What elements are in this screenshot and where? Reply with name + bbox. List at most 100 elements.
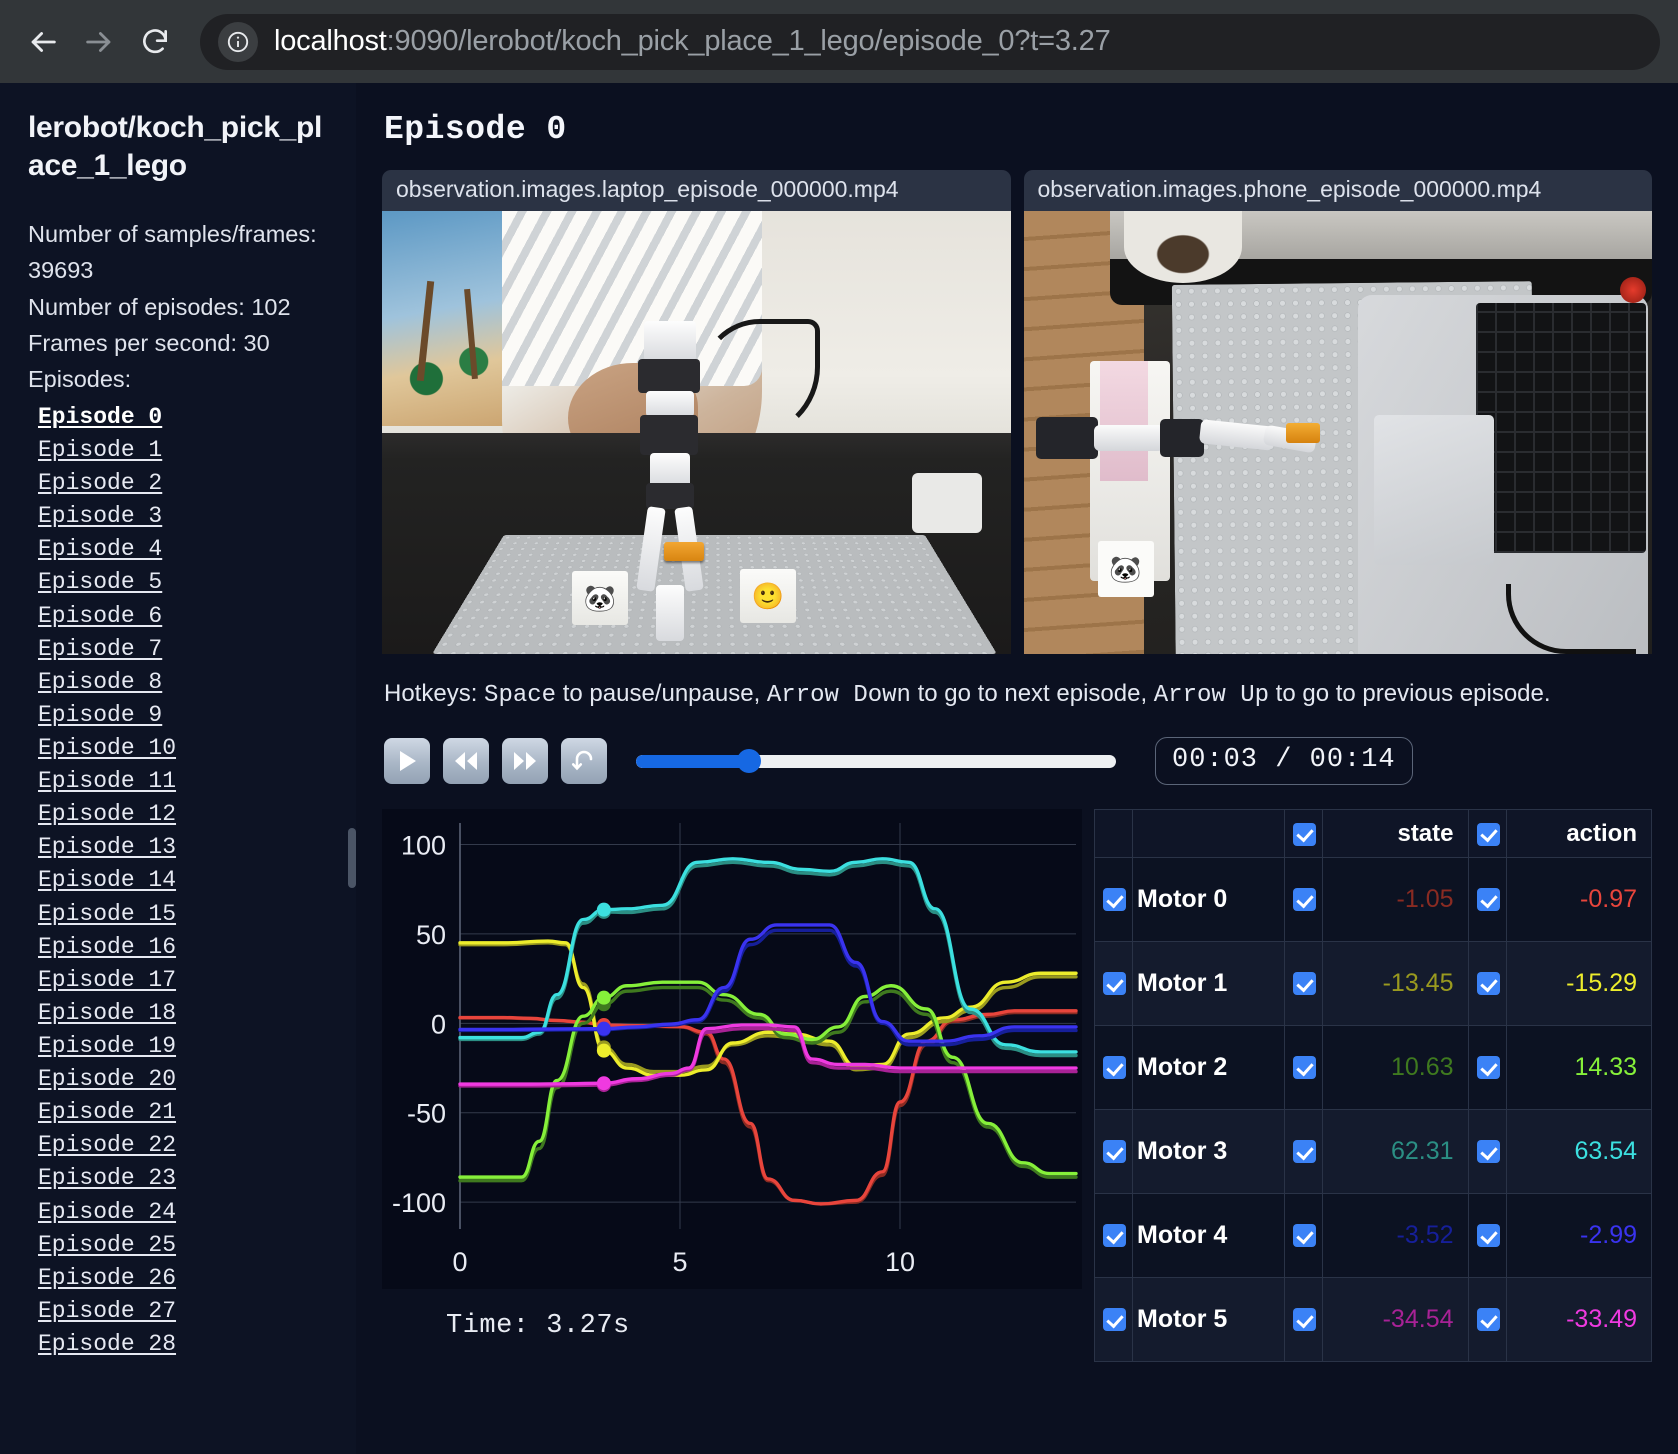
action-value: 14.33 xyxy=(1505,1025,1652,1110)
list-item: Episode 23 xyxy=(38,1162,328,1195)
motor-0-state-checkbox[interactable] xyxy=(1293,888,1316,911)
list-item: Episode 26 xyxy=(38,1262,328,1295)
sidebar-item-episode-9[interactable]: Episode 9 xyxy=(38,701,163,728)
scene-lego-baseplate xyxy=(432,534,997,654)
timeseries-chart[interactable]: -100 -50 0 50 100 0 5 10 Time: 3.27s xyxy=(382,809,1082,1349)
hotkey-down-text: to go to next episode, xyxy=(917,680,1148,707)
sidebar-item-episode-20[interactable]: Episode 20 xyxy=(38,1066,177,1093)
motor-values-table: state action Motor 0 -1.05 -0.97 Motor 1 -13… xyxy=(1094,809,1652,1362)
motor-5-checkbox[interactable] xyxy=(1103,1308,1126,1331)
page-body: lerobot/koch_pick_place_1_lego Number of… xyxy=(0,83,1678,1454)
sidebar-item-episode-11[interactable]: Episode 11 xyxy=(38,768,177,795)
motor-3-action-checkbox[interactable] xyxy=(1476,1140,1500,1163)
sidebar-item-episode-15[interactable]: Episode 15 xyxy=(38,900,177,927)
sidebar-item-episode-4[interactable]: Episode 4 xyxy=(38,536,163,563)
list-item: Episode 6 xyxy=(38,600,328,633)
motor-5-state-checkbox[interactable] xyxy=(1293,1308,1316,1331)
scene-device xyxy=(912,473,982,533)
sidebar-item-episode-22[interactable]: Episode 22 xyxy=(38,1132,177,1159)
seek-thumb[interactable] xyxy=(736,749,761,773)
loop-button[interactable] xyxy=(561,738,607,784)
chart-line xyxy=(458,923,1078,1043)
forward-button[interactable] xyxy=(74,17,124,67)
video-player-laptop[interactable]: 🐼 🙂 xyxy=(382,211,1011,654)
chart-svg: -100 -50 0 50 100 0 5 10 xyxy=(382,809,1082,1289)
seek-slider[interactable] xyxy=(636,749,1116,773)
video-label-phone: observation.images.phone_episode_000000.… xyxy=(1023,170,1652,211)
video-player-phone[interactable]: 🐼 xyxy=(1023,211,1652,654)
motor-3-checkbox[interactable] xyxy=(1103,1140,1126,1163)
chart-cursor-marker xyxy=(596,902,611,917)
motor-1-action-checkbox[interactable] xyxy=(1476,972,1500,995)
fast-forward-button[interactable] xyxy=(502,738,548,784)
sidebar-item-episode-1[interactable]: Episode 1 xyxy=(38,437,163,463)
sidebar-item-episode-21[interactable]: Episode 21 xyxy=(38,1099,177,1126)
sidebar-item-episode-13[interactable]: Episode 13 xyxy=(38,834,177,861)
scene-lego-brick-top xyxy=(1285,423,1320,443)
rewind-button[interactable] xyxy=(443,738,489,784)
sidebar-item-episode-8[interactable]: Episode 8 xyxy=(38,668,163,695)
sidebar-item-episode-17[interactable]: Episode 17 xyxy=(38,966,177,993)
motor-2-action-checkbox[interactable] xyxy=(1476,1056,1500,1079)
table-row: Motor 3 62.31 63.54 xyxy=(1094,1109,1652,1194)
sidebar-item-episode-18[interactable]: Episode 18 xyxy=(38,999,177,1026)
action-column-checkbox[interactable] xyxy=(1476,822,1500,846)
svg-text:10: 10 xyxy=(885,1247,915,1277)
motor-0-checkbox[interactable] xyxy=(1103,888,1126,911)
sidebar-item-episode-27[interactable]: Episode 27 xyxy=(38,1297,177,1324)
sidebar-item-episode-25[interactable]: Episode 25 xyxy=(38,1231,177,1258)
motor-label: Motor 0 xyxy=(1132,857,1285,942)
motor-2-checkbox[interactable] xyxy=(1103,1056,1126,1079)
sidebar-resize-handle[interactable] xyxy=(348,828,356,888)
motor-label: Motor 3 xyxy=(1132,1109,1285,1194)
play-icon xyxy=(400,751,416,771)
sidebar-item-episode-23[interactable]: Episode 23 xyxy=(38,1165,177,1192)
sidebar-item-episode-16[interactable]: Episode 16 xyxy=(38,933,177,960)
motor-1-state-checkbox[interactable] xyxy=(1293,972,1316,995)
sidebar-item-episode-10[interactable]: Episode 10 xyxy=(38,734,177,761)
sidebar-item-episode-3[interactable]: Episode 3 xyxy=(38,503,163,530)
chart-cursor-marker xyxy=(596,1021,611,1036)
scene-pink-box xyxy=(1099,361,1148,481)
sidebar-item-episode-2[interactable]: Episode 2 xyxy=(38,470,163,497)
sidebar-item-episode-28[interactable]: Episode 28 xyxy=(38,1330,177,1357)
motor-5-action-checkbox[interactable] xyxy=(1476,1308,1500,1331)
sidebar-item-episode-14[interactable]: Episode 14 xyxy=(38,867,177,894)
motor-0-action-checkbox[interactable] xyxy=(1476,888,1500,911)
site-info-button[interactable] xyxy=(218,21,258,62)
action-checkbox-cell xyxy=(1467,1277,1507,1362)
svg-text:100: 100 xyxy=(401,830,446,860)
motor-3-state-checkbox[interactable] xyxy=(1293,1140,1316,1163)
list-item: Episode 4 xyxy=(38,533,328,566)
seek-track[interactable] xyxy=(636,754,1116,768)
sidebar-item-episode-7[interactable]: Episode 7 xyxy=(38,635,163,662)
svg-text:-50: -50 xyxy=(407,1099,446,1129)
list-item: Episode 24 xyxy=(38,1196,328,1229)
motor-4-checkbox[interactable] xyxy=(1103,1224,1126,1247)
back-button[interactable] xyxy=(18,17,68,67)
motor-2-state-checkbox[interactable] xyxy=(1293,1056,1316,1079)
play-button[interactable] xyxy=(384,738,430,784)
sidebar-item-episode-24[interactable]: Episode 24 xyxy=(38,1198,177,1225)
motor-4-action-checkbox[interactable] xyxy=(1476,1224,1500,1247)
url-host: localhost xyxy=(274,25,387,57)
sidebar-item-episode-0[interactable]: Episode 0 xyxy=(38,403,163,430)
scene-keyboard xyxy=(1476,303,1646,553)
state-column-checkbox[interactable] xyxy=(1293,822,1316,846)
reload-button[interactable] xyxy=(130,17,180,67)
list-item: Episode 12 xyxy=(38,798,328,831)
sidebar-item-episode-19[interactable]: Episode 19 xyxy=(38,1032,177,1059)
table-row: Motor 4 -3.52 -2.99 xyxy=(1094,1193,1652,1278)
sidebar-item-episode-12[interactable]: Episode 12 xyxy=(38,801,177,828)
sidebar-item-episode-6[interactable]: Episode 6 xyxy=(38,602,163,629)
action-checkbox-cell xyxy=(1467,857,1507,942)
motor-label: Motor 2 xyxy=(1132,1025,1285,1110)
address-bar[interactable]: localhost:9090/lerobot/koch_pick_place_1… xyxy=(200,13,1660,70)
sidebar-item-episode-26[interactable]: Episode 26 xyxy=(38,1264,177,1291)
motor-1-checkbox[interactable] xyxy=(1103,972,1126,995)
sidebar-item-episode-5[interactable]: Episode 5 xyxy=(38,569,163,596)
action-checkbox-cell xyxy=(1467,1109,1507,1194)
stat-fps: Frames per second: 30 xyxy=(28,330,270,357)
motor-4-state-checkbox[interactable] xyxy=(1293,1224,1316,1247)
header-action: action xyxy=(1505,809,1652,858)
